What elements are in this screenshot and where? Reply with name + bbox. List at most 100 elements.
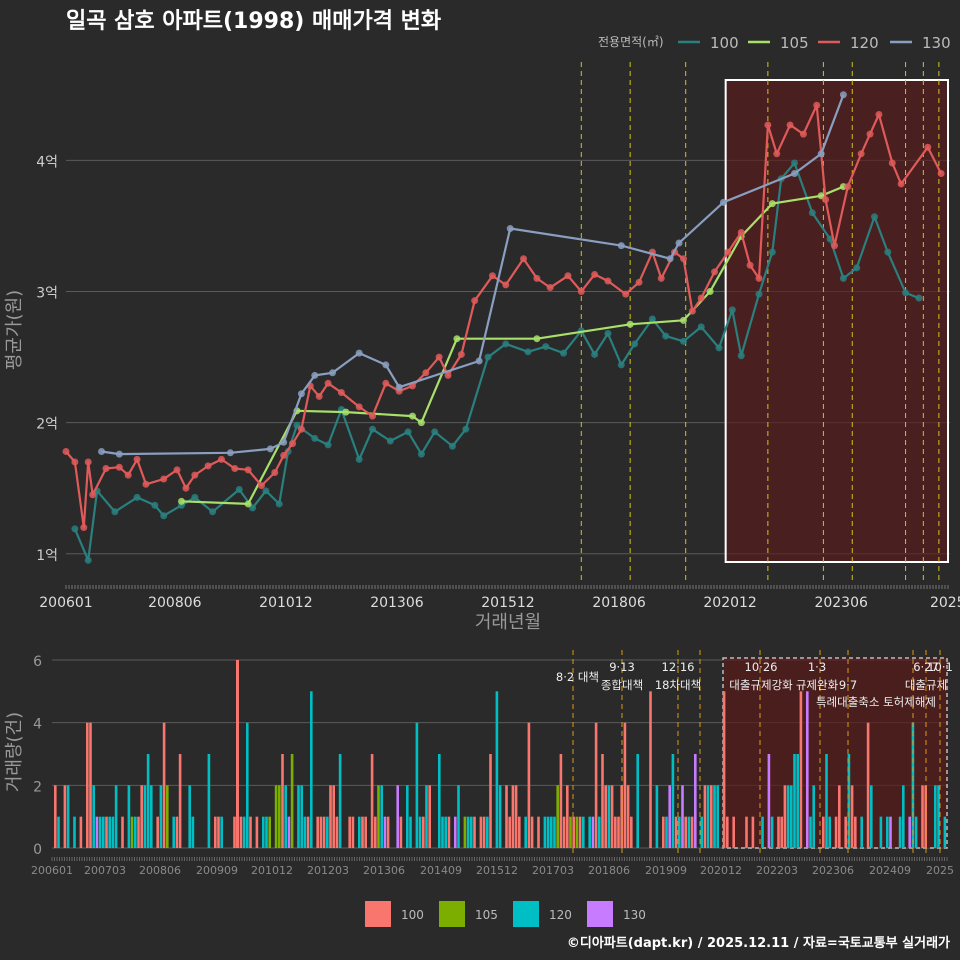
volume-bar <box>569 816 572 848</box>
volume-bar <box>265 816 268 848</box>
data-point-100 <box>853 264 861 272</box>
legend-top-label-130: 130 <box>922 34 951 52</box>
data-point-120 <box>204 462 212 470</box>
volume-bar <box>470 816 473 848</box>
volume-x-tick: 200909 <box>196 864 238 877</box>
volume-bar <box>466 816 470 848</box>
data-point-130 <box>675 239 683 247</box>
legend-bottom-label-130: 130 <box>623 908 646 922</box>
volume-x-tick: 201806 <box>588 864 630 877</box>
volume-bar <box>745 816 748 848</box>
data-point-130 <box>266 445 274 453</box>
volume-bar <box>527 722 531 848</box>
volume-bar <box>332 785 335 848</box>
volume-bar <box>303 816 307 848</box>
data-point-120 <box>297 425 305 433</box>
highlight-period-box <box>724 79 949 563</box>
volume-bar <box>825 754 828 848</box>
volume-x-tick: 201409 <box>420 864 462 877</box>
data-point-120 <box>844 183 852 191</box>
volume-bar <box>626 785 630 848</box>
volume-bar <box>297 785 300 848</box>
data-point-130 <box>355 349 363 357</box>
footer-credit: ©디아파트(dapt.kr) / 2025.12.11 / 자료=국토교통부 실… <box>567 935 950 951</box>
data-point-130 <box>395 383 403 391</box>
data-point-100 <box>839 274 847 282</box>
data-point-100 <box>768 248 776 256</box>
volume-bar <box>140 785 143 848</box>
data-point-120 <box>244 466 252 474</box>
legend-bottom-swatch-100 <box>365 901 391 927</box>
data-point-100 <box>715 344 723 352</box>
data-point-120 <box>382 379 390 387</box>
volume-bar <box>943 816 947 848</box>
volume-bar <box>262 816 265 848</box>
volume-bar <box>137 816 140 848</box>
volume-bar <box>601 754 604 848</box>
volume-bar <box>761 816 764 848</box>
data-point-100 <box>311 434 319 442</box>
data-point-120 <box>875 110 883 118</box>
volume-bar <box>386 816 390 848</box>
volume-bar <box>108 816 111 848</box>
data-point-120 <box>897 180 905 188</box>
data-point-120 <box>746 261 754 269</box>
chart-title: 일곡 삼호 아파트(1998) 매매가격 변화 <box>66 9 441 34</box>
volume-bar <box>383 816 387 848</box>
data-point-130 <box>719 198 727 206</box>
data-point-120 <box>457 350 465 358</box>
data-point-120 <box>502 281 510 289</box>
data-point-100 <box>262 487 270 495</box>
volume-x-tick: 202409 <box>869 864 911 877</box>
data-point-130 <box>791 169 799 177</box>
volume-bar <box>681 785 684 848</box>
volume-bar <box>694 754 697 848</box>
data-point-130 <box>839 91 847 99</box>
volume-bar <box>98 816 102 848</box>
series-line-100 <box>73 161 920 562</box>
data-point-120 <box>355 403 363 411</box>
data-point-120 <box>324 379 332 387</box>
volume-bar <box>524 816 527 848</box>
volume-bar <box>716 785 719 848</box>
volume-x-tick: 202306 <box>812 864 854 877</box>
volume-x-tick: 201909 <box>645 864 687 877</box>
volume-bar <box>249 816 252 848</box>
volume-bar <box>255 816 259 848</box>
price-panel: 1억 2억 3억 4억 200601 200806 201012 201306 201512 20… <box>4 62 960 633</box>
data-point-100 <box>324 441 332 449</box>
volume-bar <box>886 816 889 848</box>
volume-bar <box>850 785 854 848</box>
volume-bar <box>479 816 483 848</box>
data-point-120 <box>679 255 687 263</box>
legend-bottom-label-120: 120 <box>549 908 572 922</box>
volume-annotation: 18차대책 <box>655 678 701 692</box>
legend-bottom-swatch-105 <box>439 901 465 927</box>
data-point-120 <box>257 482 265 490</box>
volume-bar <box>713 785 716 848</box>
volume-bar <box>134 816 137 848</box>
volume-bar <box>351 816 355 848</box>
volume-bar <box>441 816 444 848</box>
volume-bar <box>649 691 652 848</box>
data-point-120 <box>866 130 874 138</box>
volume-y-tick: 2 <box>33 779 42 795</box>
data-point-130 <box>506 225 514 233</box>
volume-panel: 0 2 4 6 8·2 대책 9·13 종합대책 12·16 18차대책 10·26 대출규제강화 1… <box>4 650 954 877</box>
data-point-100 <box>71 525 79 533</box>
volume-bar <box>822 816 825 848</box>
volume-bar <box>143 785 147 848</box>
data-point-120 <box>133 455 141 463</box>
volume-annotation: 규제완화 <box>796 678 839 692</box>
volume-bar <box>617 816 620 848</box>
volume-bar <box>559 754 563 848</box>
legend-top: 전용면적(㎡) 100 105 120 130 <box>598 34 951 52</box>
data-point-120 <box>488 272 496 280</box>
volume-bar <box>162 722 166 848</box>
data-point-120 <box>435 353 443 361</box>
data-point-120 <box>289 440 297 448</box>
volume-bar <box>191 816 195 848</box>
data-point-120 <box>888 159 896 167</box>
volume-bar <box>562 816 566 848</box>
volume-bar <box>102 816 105 848</box>
